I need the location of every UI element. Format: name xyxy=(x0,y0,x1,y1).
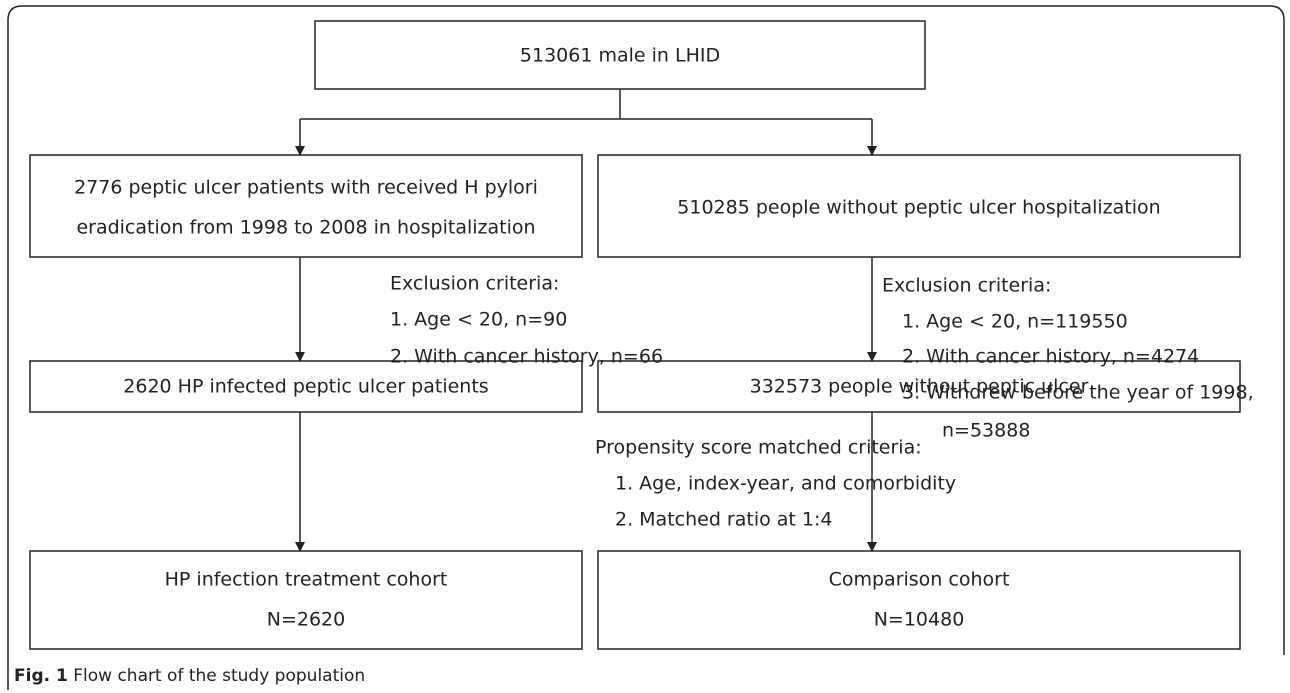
criteria-item: 2. With cancer history, n=66 xyxy=(390,346,663,368)
node-box xyxy=(597,360,1241,413)
node-text: HP infection treatment cohort xyxy=(165,569,448,591)
caption-text: Flow chart of the study population xyxy=(73,666,365,686)
node-text: N=10480 xyxy=(874,609,965,631)
node-box xyxy=(597,550,1241,650)
criteria-title: Exclusion criteria: xyxy=(882,275,1051,297)
node-text: 2776 peptic ulcer patients with received… xyxy=(74,177,538,199)
node-box xyxy=(597,154,1241,258)
criteria-item: n=53888 xyxy=(942,420,1030,442)
node-text: 2620 HP infected peptic ulcer patients xyxy=(123,376,488,398)
criteria-title: Exclusion criteria: xyxy=(390,273,559,295)
criteria-item: 2. Matched ratio at 1:4 xyxy=(615,509,833,531)
node-text: 513061 male in LHID xyxy=(520,45,720,67)
node-text: eradication from 1998 to 2008 in hospita… xyxy=(76,217,535,239)
caption-label: Fig. 1 xyxy=(14,666,68,686)
criteria-item: 1. Age, index-year, and comorbidity xyxy=(615,473,956,495)
criteria-title: Propensity score matched criteria: xyxy=(595,437,922,459)
criteria-item: 1. Age < 20, n=119550 xyxy=(902,311,1128,333)
criteria-item: 2. With cancer history, n=4274 xyxy=(902,346,1199,368)
node-box xyxy=(29,550,583,650)
frame xyxy=(7,5,1285,690)
node-text: N=2620 xyxy=(267,609,346,631)
node-box xyxy=(29,154,583,258)
node-text: Comparison cohort xyxy=(829,569,1010,591)
arrows xyxy=(295,89,877,552)
boxes xyxy=(29,20,1241,650)
criteria-item: 1. Age < 20, n=90 xyxy=(390,309,567,331)
connector xyxy=(300,89,872,120)
caption: Fig. 1 Flow chart of the study populatio… xyxy=(14,666,365,686)
node-box xyxy=(29,360,583,413)
node-text: 510285 people without peptic ulcer hospi… xyxy=(677,197,1160,219)
node-text: 332573 people without peptic ulcer xyxy=(750,376,1089,398)
criteria-item: 3. Withdrew before the year of 1998, xyxy=(902,382,1254,404)
